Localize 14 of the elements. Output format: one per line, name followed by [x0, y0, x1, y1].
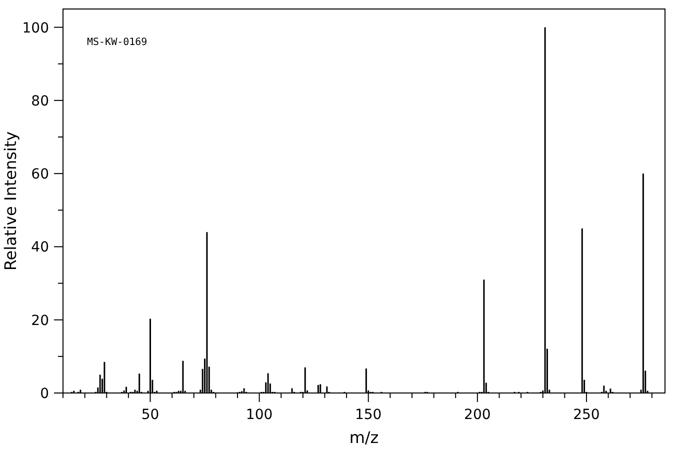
y-tick-label: 40 [31, 240, 49, 256]
y-tick-label: 100 [22, 20, 49, 36]
y-tick-label: 20 [31, 312, 49, 329]
y-tick-label: 0 [40, 386, 49, 402]
x-tick-label: 250 [573, 407, 600, 423]
y-tick-label: 60 [31, 166, 49, 183]
y-axis-title: Relative Intensity [1, 131, 20, 271]
x-tick-label: 200 [464, 407, 491, 423]
y-tick-label: 80 [31, 93, 49, 110]
annotation: MS-KW-0169 [87, 37, 148, 48]
x-tick-label: 50 [141, 407, 160, 423]
x-axis-title: m/z [349, 428, 379, 447]
x-tick-label: 100 [246, 407, 273, 423]
x-tick-label: 150 [354, 407, 382, 423]
